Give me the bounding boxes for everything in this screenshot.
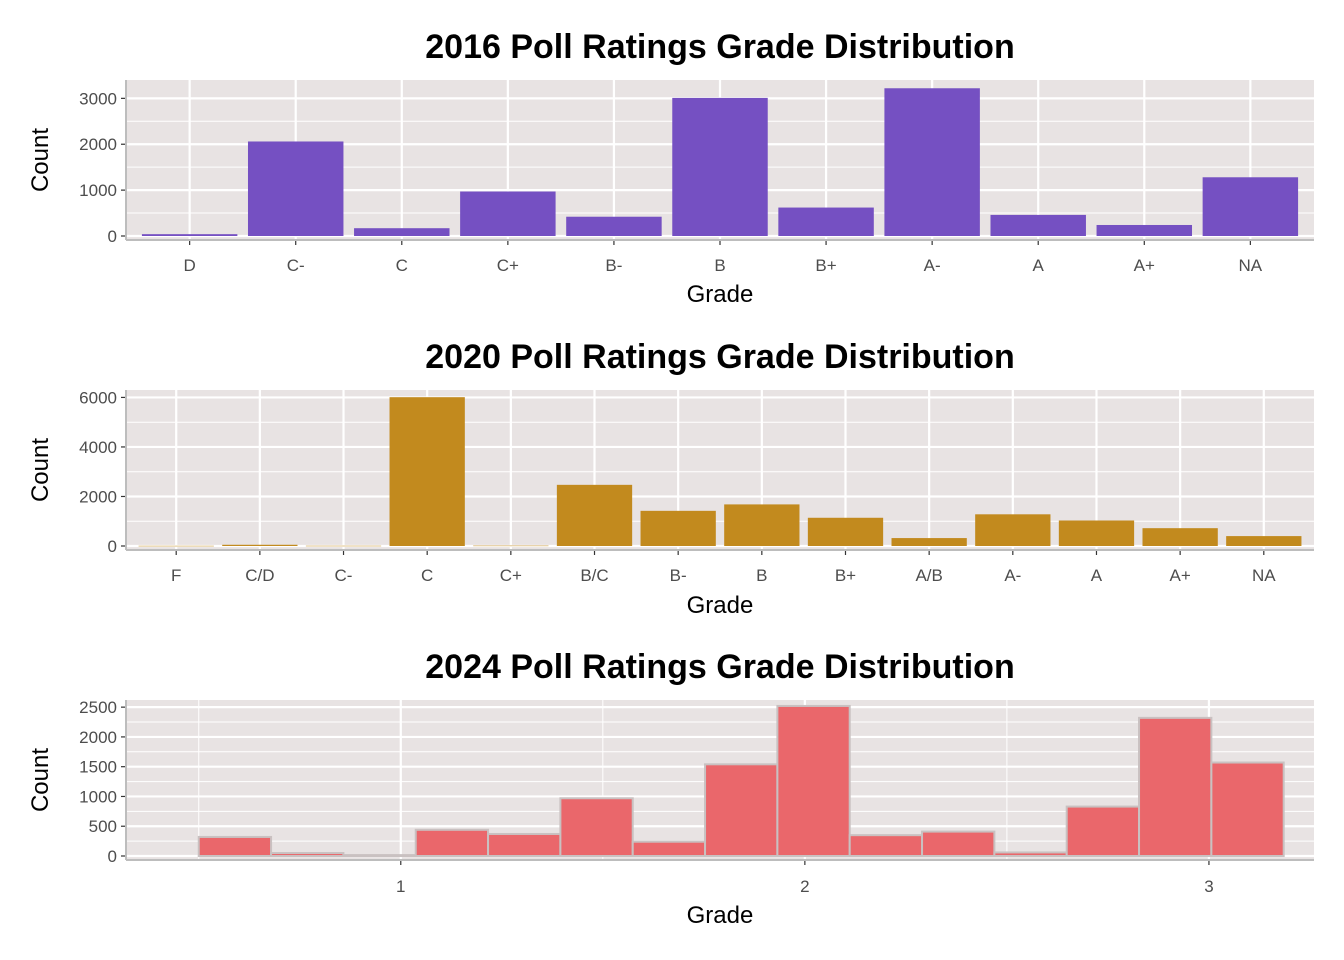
x-tick-label: B+ (815, 256, 836, 275)
bar-B (724, 504, 800, 546)
x-tick-label: A (1033, 256, 1045, 275)
bar-F (138, 545, 214, 547)
y-tick-label: 2500 (79, 698, 117, 717)
bar-B+ (807, 517, 884, 546)
bar-A (990, 214, 1086, 236)
y-tick-label: 500 (89, 817, 117, 836)
y-tick-label: 0 (108, 847, 117, 866)
hist-bin-4 (414, 828, 490, 857)
chart-title: 2016 Poll Ratings Grade Distribution (425, 28, 1014, 66)
bar-C+ (473, 545, 549, 547)
x-tick-label: B+ (835, 566, 856, 585)
x-tick-label: C- (335, 566, 353, 585)
hist-bin-11 (921, 830, 996, 857)
x-tick-label: C+ (500, 566, 522, 585)
bar-B- (640, 510, 716, 546)
bar-NA (1202, 177, 1299, 236)
x-tick-label: B/C (580, 566, 608, 585)
hist-bin-14 (1138, 716, 1213, 858)
bar-NA (1226, 536, 1302, 546)
x-tick-label: 3 (1204, 877, 1213, 896)
bar-C (389, 397, 465, 546)
y-tick-label: 0 (108, 227, 117, 246)
y-tick-label: 6000 (79, 388, 117, 407)
chart-3: 2024 Poll Ratings Grade Distribution 0 500… (27, 648, 1314, 929)
y-axis-title: Count (27, 438, 54, 502)
x-tick-label: B (756, 566, 767, 585)
x-tick-label: 1 (396, 877, 405, 896)
y-tick-label: 0 (108, 537, 117, 556)
bar-A (1058, 520, 1135, 546)
chart-1: 2016 Poll Ratings Grade Distribution 0 100… (27, 28, 1314, 308)
hist-bin-7 (631, 840, 707, 857)
hist-bin-9 (776, 704, 851, 858)
x-tick-label: NA (1252, 566, 1276, 585)
bar-B/C (556, 484, 633, 546)
bar-C- (305, 545, 382, 547)
x-tick-label: C/D (245, 566, 274, 585)
x-tick-label: A- (1004, 566, 1021, 585)
bar-A- (884, 88, 980, 237)
x-axis-title: Grade (687, 592, 754, 619)
bar-A+ (1096, 224, 1193, 236)
x-axis-title: Grade (687, 902, 754, 929)
x-tick-label: B- (605, 256, 622, 275)
chart-2: 2020 Poll Ratings Grade Distribution 0 200… (27, 338, 1314, 619)
x-axis-title: Grade (687, 281, 754, 308)
x-tick-label: B- (670, 566, 687, 585)
y-tick-label: 2000 (79, 728, 117, 747)
x-tick-label: A/B (915, 566, 942, 585)
hist-bin-15 (1210, 761, 1285, 858)
y-tick-label: 4000 (79, 438, 117, 457)
x-tick-label: D (184, 256, 196, 275)
bar-C/D (222, 544, 298, 546)
x-tick-label: C (396, 256, 408, 275)
hist-bin-13 (1065, 805, 1141, 857)
bar-A/B (891, 538, 967, 546)
x-tick-label: NA (1239, 256, 1263, 275)
x-tick-label: A (1091, 566, 1103, 585)
plot-panel (126, 390, 1314, 550)
y-axis-title: Count (27, 748, 54, 812)
y-tick-label: 2000 (79, 487, 117, 506)
hist-bin-10 (848, 834, 924, 857)
x-tick-label: C+ (497, 256, 519, 275)
x-tick-label: F (171, 566, 181, 585)
x-tick-label: A- (924, 256, 941, 275)
x-tick-label: A+ (1134, 256, 1155, 275)
x-tick-label: C (421, 566, 433, 585)
hist-bin-3 (342, 854, 417, 858)
bar-C- (247, 141, 344, 236)
x-tick-label: B (714, 256, 725, 275)
x-tick-label: A+ (1170, 566, 1191, 585)
y-tick-label: 1500 (79, 758, 117, 777)
y-axis-title: Count (27, 128, 54, 192)
hist-bin-6 (559, 797, 634, 857)
x-tick-label: C- (287, 256, 305, 275)
bar-C (354, 228, 450, 236)
bar-C+ (460, 191, 556, 236)
hist-bin-8 (704, 763, 779, 858)
chart-title: 2024 Poll Ratings Grade Distribution (425, 648, 1014, 686)
bar-B+ (778, 207, 874, 236)
hist-bin-12 (993, 851, 1068, 858)
bar-A- (975, 514, 1051, 546)
bar-B- (566, 216, 662, 236)
hist-bin-1 (197, 835, 273, 858)
hist-bin-5 (487, 832, 562, 858)
y-tick-label: 1000 (79, 181, 117, 200)
y-tick-label: 3000 (79, 89, 117, 108)
y-tick-label: 2000 (79, 135, 117, 154)
chart-title: 2020 Poll Ratings Grade Distribution (425, 338, 1014, 376)
bar-A+ (1142, 528, 1218, 546)
y-tick-label: 1000 (79, 787, 117, 806)
x-tick-label: 2 (800, 877, 809, 896)
hist-bin-2 (270, 852, 345, 857)
bar-D (141, 234, 238, 236)
bar-B (672, 97, 768, 236)
